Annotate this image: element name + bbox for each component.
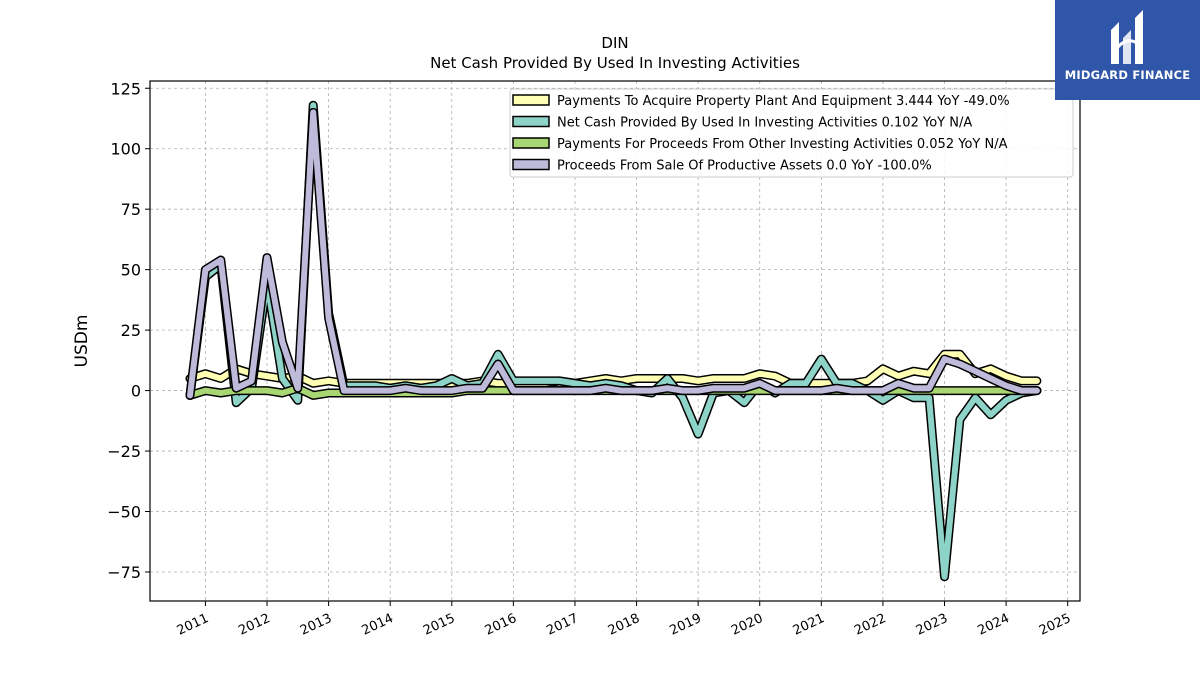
y-axis: 125 100 75 50 25 0 −25 −50 −75 (107, 79, 150, 582)
series-line-stroke (187, 109, 1040, 399)
y-tick-label: 100 (110, 140, 141, 159)
y-tick-label: 75 (121, 200, 141, 219)
x-tick-label: 2013 (298, 611, 334, 639)
series-line (185, 349, 1042, 388)
x-tick-label: 2025 (1037, 611, 1073, 639)
y-tick-label: −75 (107, 563, 141, 582)
legend: Payments To Acquire Property Plant And E… (509, 88, 1074, 178)
legend-label: Proceeds From Sale Of Productive Assets … (557, 159, 932, 174)
legend-label: Payments To Acquire Property Plant And E… (557, 94, 1010, 109)
y-tick-label: 125 (110, 79, 141, 98)
y-tick-label: 25 (121, 321, 141, 340)
x-tick-label: 2022 (852, 611, 888, 639)
legend-box (509, 88, 1074, 178)
y-tick-label: 50 (121, 261, 141, 280)
x-axis: 2011 2012 2013 2014 2015 2016 2017 2018 2019 2020… (175, 601, 1073, 639)
brand-logo: MIDGARD FINANCE (1055, 0, 1200, 100)
y-axis-label: USDm (72, 315, 92, 368)
x-tick-label: 2016 (483, 611, 519, 639)
x-tick-label: 2017 (544, 611, 580, 639)
legend-label: Payments For Proceeds From Other Investi… (557, 137, 1008, 152)
legend-swatch (512, 158, 550, 171)
y-tick-label: 0 (131, 382, 141, 401)
x-tick-label: 2011 (175, 611, 211, 639)
x-tick-label: 2024 (975, 611, 1011, 639)
plot-frame (149, 80, 1081, 602)
legend-label: Net Cash Provided By Used In Investing A… (557, 116, 972, 131)
chart-title: DIN (601, 34, 628, 52)
x-tick-label: 2014 (360, 611, 396, 639)
x-tick-label: 2023 (914, 611, 950, 639)
y-tick-label: −50 (107, 503, 141, 522)
series-line-stroke (187, 351, 1040, 387)
chart-subtitle: Net Cash Provided By Used In Investing A… (430, 54, 800, 72)
legend-swatch (512, 115, 550, 128)
x-tick-label: 2012 (236, 611, 272, 639)
y-tick-label: −25 (107, 442, 141, 461)
x-tick-label: 2015 (421, 611, 457, 639)
legend-swatch (512, 94, 550, 106)
x-tick-label: 2021 (791, 611, 827, 639)
brand-name: MIDGARD FINANCE (1064, 68, 1191, 82)
midgard-logo-icon (1111, 10, 1143, 64)
series-line (185, 107, 1042, 400)
x-tick-label: 2019 (668, 611, 704, 639)
series-layer (185, 100, 1042, 582)
legend-swatch (512, 137, 550, 149)
x-tick-label: 2018 (606, 611, 642, 639)
x-tick-label: 2020 (729, 611, 765, 639)
